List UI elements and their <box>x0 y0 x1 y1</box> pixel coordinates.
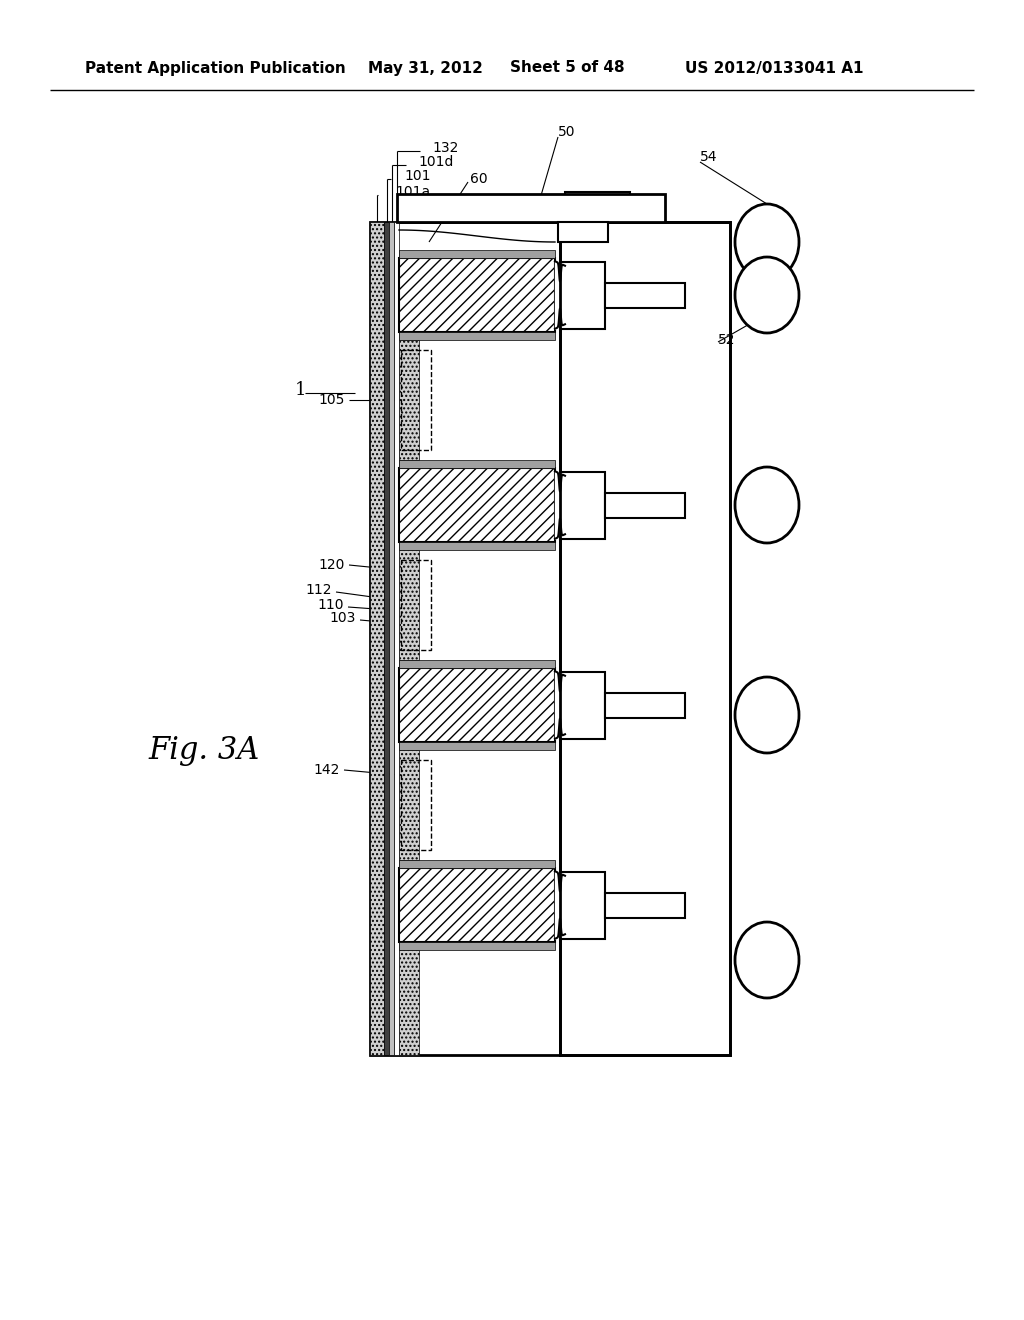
Bar <box>560 261 605 329</box>
Text: 132: 132 <box>432 141 459 154</box>
Text: 54: 54 <box>700 150 718 164</box>
Bar <box>399 249 555 257</box>
Text: 101d: 101d <box>418 154 454 169</box>
Text: 142: 142 <box>313 763 340 777</box>
Bar <box>399 668 555 742</box>
Text: 112: 112 <box>305 583 332 597</box>
Text: 101a: 101a <box>395 185 430 199</box>
Bar <box>560 222 730 1055</box>
Bar <box>399 942 555 950</box>
Text: US 2012/0133041 A1: US 2012/0133041 A1 <box>685 61 863 75</box>
Text: 52: 52 <box>718 333 735 347</box>
Bar <box>565 191 630 222</box>
Bar <box>399 950 419 1055</box>
Bar <box>605 894 685 917</box>
Ellipse shape <box>735 205 799 280</box>
Bar <box>560 222 730 1055</box>
Bar <box>399 459 555 469</box>
Bar <box>605 492 685 517</box>
Ellipse shape <box>735 677 799 752</box>
Text: May 31, 2012: May 31, 2012 <box>368 61 483 75</box>
Bar <box>399 257 555 333</box>
Bar <box>399 660 555 668</box>
Text: 120: 120 <box>318 558 345 572</box>
Bar <box>558 222 608 242</box>
Text: 110: 110 <box>317 598 344 612</box>
Bar <box>394 222 399 1055</box>
Text: Fig. 3A: Fig. 3A <box>148 734 259 766</box>
Text: 1: 1 <box>295 381 306 399</box>
Bar <box>384 222 389 1055</box>
Bar <box>560 873 605 939</box>
Bar <box>401 760 431 850</box>
Ellipse shape <box>735 467 799 543</box>
Bar <box>401 560 431 649</box>
Bar <box>399 550 419 660</box>
Text: 60: 60 <box>470 172 487 186</box>
Bar <box>399 543 555 550</box>
Text: 50: 50 <box>558 125 575 139</box>
Bar <box>605 693 685 718</box>
Bar <box>370 222 384 1055</box>
Bar <box>605 282 685 308</box>
Bar <box>399 750 419 861</box>
Bar <box>399 469 555 543</box>
Bar <box>399 869 555 942</box>
Text: 101: 101 <box>404 169 430 183</box>
Bar <box>399 333 555 341</box>
Bar <box>397 194 665 222</box>
Text: Sheet 5 of 48: Sheet 5 of 48 <box>510 61 625 75</box>
Bar <box>399 861 555 869</box>
Ellipse shape <box>735 921 799 998</box>
Bar <box>401 350 431 450</box>
Bar <box>560 473 605 539</box>
Bar <box>389 222 394 1055</box>
Text: Patent Application Publication: Patent Application Publication <box>85 61 346 75</box>
Text: 105: 105 <box>318 393 345 407</box>
Bar <box>370 222 560 1055</box>
Text: 103: 103 <box>330 611 356 624</box>
Ellipse shape <box>735 257 799 333</box>
Bar <box>399 742 555 750</box>
Bar <box>560 672 605 739</box>
Bar <box>399 341 419 459</box>
